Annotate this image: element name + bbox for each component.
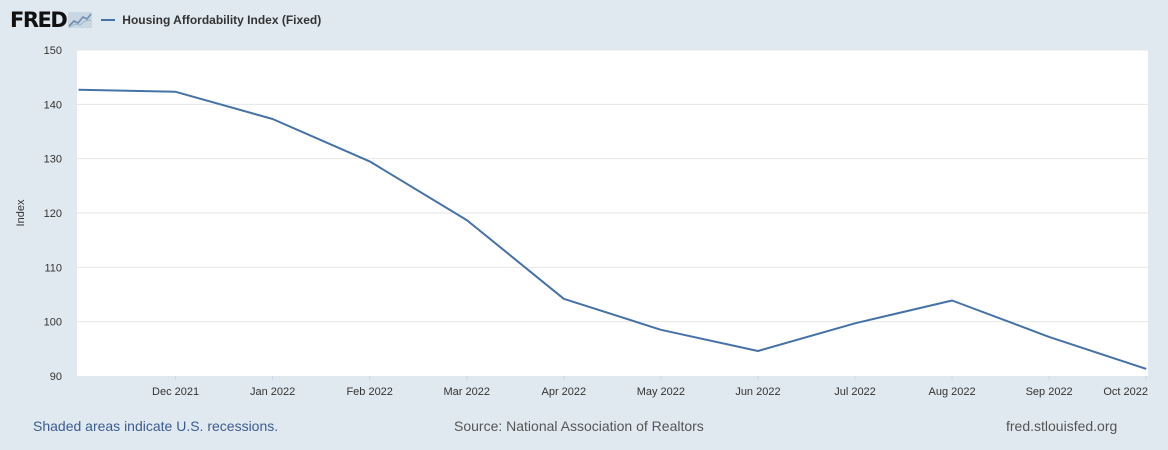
y-tick-label: 150 xyxy=(44,45,62,57)
y-tick-label: 120 xyxy=(44,208,62,220)
y-tick-label: 90 xyxy=(50,371,62,383)
data-point[interactable] xyxy=(76,87,82,93)
recession-note[interactable]: Shaded areas indicate U.S. recessions. xyxy=(33,418,279,434)
data-point[interactable] xyxy=(270,116,276,122)
data-point[interactable] xyxy=(1143,366,1149,372)
data-point[interactable] xyxy=(658,327,664,333)
line-chart: 90 100 110 120 130 140 150 Dec 2021 Jan 2022 Feb… xyxy=(15,45,1149,398)
data-point[interactable] xyxy=(949,297,955,303)
x-tick-label: Mar 2022 xyxy=(444,386,490,398)
legend: Housing Affordability Index (Fixed) xyxy=(101,13,321,27)
series-line[interactable] xyxy=(78,88,1147,370)
chart-footer: Shaded areas indicate U.S. recessions. S… xyxy=(0,418,1168,436)
data-point[interactable] xyxy=(464,217,470,223)
x-tick-label: Sep 2022 xyxy=(1026,386,1073,398)
y-tick-label: 100 xyxy=(44,317,62,329)
data-point[interactable] xyxy=(755,348,761,354)
logo-text: FRED xyxy=(10,7,68,32)
data-point[interactable] xyxy=(561,296,567,302)
trend-line-icon xyxy=(68,12,93,28)
y-axis-ticks: 90 100 110 120 130 140 150 xyxy=(44,45,62,383)
chart-header: FRED Housing Affordability Index (Fixed) xyxy=(10,6,321,34)
x-tick-label: Feb 2022 xyxy=(346,386,392,398)
data-point[interactable] xyxy=(173,89,179,95)
fred-logo[interactable]: FRED xyxy=(10,7,93,32)
x-tick-label: Apr 2022 xyxy=(541,386,586,398)
data-point[interactable] xyxy=(1046,334,1052,340)
data-point[interactable] xyxy=(367,158,373,164)
legend-label[interactable]: Housing Affordability Index (Fixed) xyxy=(122,13,322,27)
site-link[interactable]: fred.stlouisfed.org xyxy=(1006,418,1118,434)
x-tick-label: Jan 2022 xyxy=(250,386,295,398)
x-tick-label: Jul 2022 xyxy=(834,386,876,398)
data-point[interactable] xyxy=(852,320,858,326)
y-tick-label: 140 xyxy=(44,99,62,111)
x-tick-label: May 2022 xyxy=(637,386,685,398)
gridlines xyxy=(77,49,1148,323)
source-note: Source: National Association of Realtors xyxy=(454,418,704,434)
y-tick-label: 110 xyxy=(44,262,62,274)
x-axis-ticks: Dec 2021 Jan 2022 Feb 2022 Mar 2022 Apr 2022… xyxy=(152,376,1148,398)
x-tick-label: Aug 2022 xyxy=(929,386,976,398)
y-tick-label: 130 xyxy=(44,154,62,166)
x-tick-label: Jun 2022 xyxy=(735,386,780,398)
x-tick-label: Oct 2022 xyxy=(1103,386,1148,398)
legend-swatch xyxy=(101,19,116,21)
y-axis-label: Index xyxy=(15,199,27,226)
x-tick-label: Dec 2021 xyxy=(152,386,199,398)
